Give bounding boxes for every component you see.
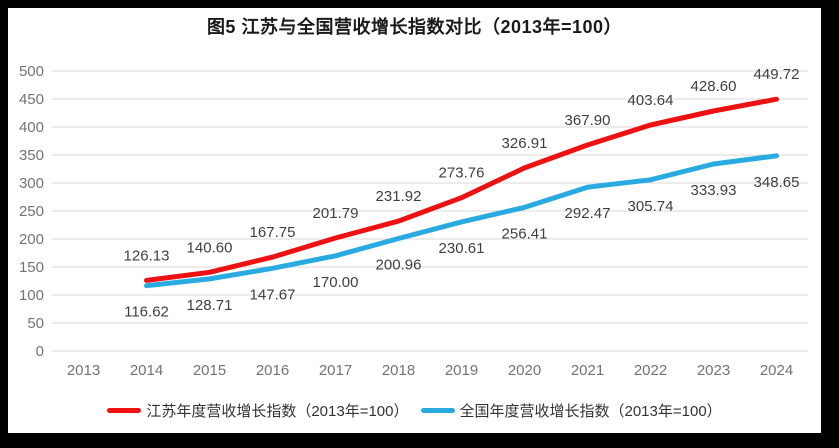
y-axis-tick-label: 200 (19, 231, 44, 248)
data-point-label-national: 348.65 (754, 174, 800, 191)
data-point-label-national: 116.62 (124, 304, 169, 321)
series-line-jiangsu (144, 96, 779, 283)
y-axis-tick-label: 500 (19, 63, 44, 80)
x-axis-tick-label: 2024 (760, 362, 793, 379)
x-axis-tick-label: 2021 (571, 362, 604, 379)
x-axis-tick-label: 2023 (697, 362, 730, 379)
data-point-label-national: 256.41 (502, 225, 548, 242)
x-axis-tick-label: 2022 (634, 362, 667, 379)
y-axis-tick-label: 50 (27, 315, 44, 332)
data-point-label-jiangsu: 201.79 (313, 205, 359, 222)
data-point-label-national: 230.61 (439, 240, 485, 257)
data-point-label-national: 292.47 (565, 205, 611, 222)
x-axis-tick-label: 2015 (193, 362, 226, 379)
data-point-label-jiangsu: 326.91 (502, 135, 548, 152)
y-axis-tick-label: 450 (19, 91, 44, 108)
data-point-label-national: 305.74 (628, 198, 674, 215)
y-axis-tick-label: 350 (19, 147, 44, 164)
data-point-label-jiangsu: 403.64 (628, 92, 674, 109)
chart-title: 图5 江苏与全国营收增长指数对比（2013年=100） (206, 17, 623, 37)
data-point-label-jiangsu: 428.60 (691, 78, 737, 95)
data-point-label-jiangsu: 126.13 (124, 247, 170, 264)
data-point-label-jiangsu: 231.92 (376, 188, 422, 205)
data-point-label-jiangsu: 140.60 (187, 239, 233, 256)
y-axis-tick-label: 150 (19, 259, 44, 276)
chart-panel: 图5 江苏与全国营收增长指数对比（2013年=100） 0 50 100 150 200… (8, 8, 821, 433)
y-axis-tick-label: 100 (19, 287, 44, 304)
legend-swatch-national-line (420, 408, 455, 413)
data-point-label-jiangsu: 273.76 (439, 165, 485, 182)
y-axis-tick-label: 250 (19, 203, 44, 220)
chart-legend: 江苏年度营收增长指数（2013年=100） 全国年度营收增长指数（2013年=1… (8, 400, 821, 421)
legend-item-jiangsu: 江苏年度营收增长指数（2013年=100） (107, 400, 409, 421)
line-chart-plot-area: 0 50 100 150 200 250 300 350 400 450 500 2013 2014 20… (19, 63, 808, 379)
legend-label-jiangsu: 江苏年度营收增长指数（2013年=100） (146, 403, 409, 420)
x-axis-tick-label: 2019 (445, 362, 478, 379)
data-point-label-national: 147.67 (250, 286, 296, 303)
x-axis-tick-label: 2013 (67, 362, 100, 379)
data-point-label-national: 170.00 (313, 274, 359, 291)
x-axis-tick-label: 2020 (508, 362, 541, 379)
data-point-label-jiangsu: 367.90 (565, 112, 611, 129)
series-line-national (144, 153, 779, 289)
x-axis-tick-label: 2014 (130, 362, 163, 379)
data-point-label-national: 333.93 (691, 182, 737, 199)
x-axis-tick-label: 2018 (382, 362, 415, 379)
y-axis-tick-label: 0 (36, 343, 44, 360)
legend-label-national: 全国年度营收增长指数（2013年=100） (459, 403, 722, 420)
legend-item-national: 全国年度营收增长指数（2013年=100） (420, 400, 722, 421)
x-axis-tick-label: 2016 (256, 362, 289, 379)
y-axis-tick-label: 300 (19, 175, 44, 192)
y-axis-tick-label: 400 (19, 119, 44, 136)
data-point-label-national: 200.96 (376, 257, 422, 274)
data-point-label-national: 128.71 (187, 297, 233, 314)
legend-swatch-jiangsu-line (107, 408, 142, 413)
data-point-label-jiangsu: 449.72 (754, 66, 800, 83)
x-axis-tick-label: 2017 (319, 362, 352, 379)
data-point-label-jiangsu: 167.75 (250, 224, 296, 241)
